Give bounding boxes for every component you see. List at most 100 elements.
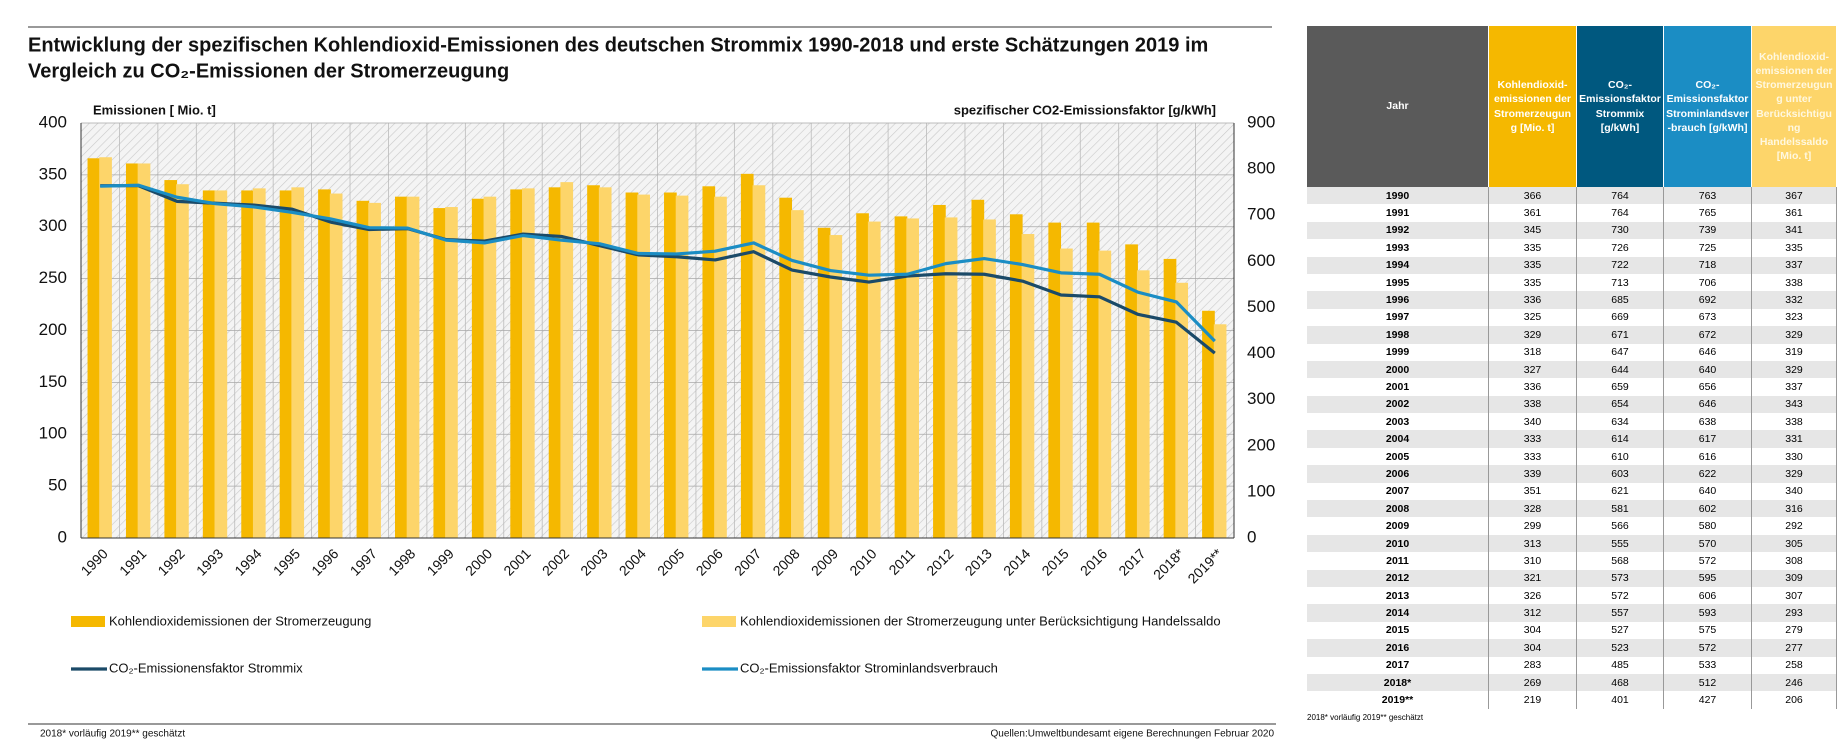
bar [445, 207, 458, 538]
table-row: 2012 321 573 595 309 [1307, 569, 1837, 587]
bar [740, 173, 754, 538]
table-row: 1997 325 669 673 323 [1307, 308, 1837, 327]
table-cell: 638 [1664, 413, 1752, 431]
bar [1086, 222, 1100, 538]
table-cell: 325 [1489, 308, 1577, 327]
x-tick-label: 2012 [923, 545, 956, 578]
table-cell: 304 [1489, 621, 1577, 640]
table-row: 2019** 219 401 427 206 [1307, 691, 1837, 709]
y-tick-label: 350 [39, 164, 67, 183]
table-cell: 656 [1664, 378, 1752, 396]
table-cell: 427 [1664, 691, 1752, 709]
y2-tick-label: 800 [1247, 159, 1275, 178]
bar [817, 227, 831, 538]
table-row: 1994 335 722 718 337 [1307, 256, 1837, 274]
table-row: 1998 329 671 672 329 [1307, 326, 1837, 344]
table-cell: 2017 [1307, 656, 1489, 674]
bar [856, 213, 869, 538]
table-cell: 572 [1664, 552, 1752, 570]
table-cell: 336 [1489, 291, 1577, 309]
table-cell: 533 [1664, 656, 1752, 674]
table-cell: 713 [1577, 273, 1664, 292]
bar [906, 218, 919, 538]
table-cell: 323 [1752, 308, 1837, 327]
bar [1202, 310, 1215, 538]
bar [1009, 214, 1023, 539]
table-row: 2001 336 659 656 337 [1307, 378, 1837, 396]
x-tick-label: 2004 [616, 545, 649, 578]
table-cell: 219 [1489, 691, 1577, 709]
bar [318, 189, 331, 538]
x-tick-label: 2009 [808, 545, 841, 578]
table-cell: 2012 [1307, 569, 1489, 587]
table-cell: 2006 [1307, 465, 1489, 483]
table-cell: 2007 [1307, 482, 1489, 501]
x-tick-label: 2002 [539, 545, 572, 578]
bar [867, 221, 881, 538]
table-cell: 2016 [1307, 639, 1489, 657]
x-tick-label: 1992 [154, 545, 187, 578]
bar [202, 190, 216, 538]
bar [329, 193, 343, 539]
x-tick-label: 2011 [885, 545, 918, 578]
bar [406, 196, 420, 538]
table-cell: 654 [1577, 395, 1664, 414]
table-cell: 361 [1489, 204, 1577, 222]
x-tick-label: 2006 [693, 545, 726, 578]
y2-tick-label: 0 [1247, 527, 1256, 546]
table-cell: 523 [1577, 639, 1664, 657]
table-header-cell: Kohlendioxid-emissionen der Stromerzeugu… [1752, 26, 1837, 187]
table-header-cell: Kohlendioxid-emissionen der Stromerzeugu… [1489, 26, 1577, 187]
bar [625, 192, 639, 538]
table-cell: 329 [1752, 360, 1837, 379]
table-cell: 1994 [1307, 256, 1489, 274]
table-row: 2016 304 523 572 277 [1307, 639, 1837, 657]
table-cell: 1999 [1307, 343, 1489, 361]
chart: Entwicklung der spezifischen Kohlendioxi… [28, 26, 1276, 740]
table-cell: 610 [1577, 447, 1664, 466]
table-cell: 765 [1664, 204, 1752, 222]
table-cell: 326 [1489, 586, 1577, 605]
table-cell: 321 [1489, 569, 1577, 587]
table-row: 2018* 269 468 512 246 [1307, 673, 1837, 692]
table-cell: 336 [1489, 378, 1577, 396]
table-cell: 299 [1489, 517, 1577, 535]
table-cell: 345 [1489, 221, 1577, 240]
table-cell: 570 [1664, 534, 1752, 553]
y2-tick-label: 400 [1247, 343, 1275, 362]
y2-tick-label: 500 [1247, 297, 1275, 316]
table-cell: 2013 [1307, 586, 1489, 605]
bar [548, 187, 562, 538]
table-cell: 327 [1489, 360, 1577, 379]
table-cell: 573 [1577, 569, 1664, 587]
table-cell: 603 [1577, 465, 1664, 483]
table-cell: 335 [1489, 239, 1577, 257]
bar [1163, 258, 1177, 538]
table-cell: 557 [1577, 604, 1664, 622]
data-table: Jahr Kohlendioxid-emissionen der Stromerz… [1307, 26, 1837, 722]
table-body: 1990 366 764 763 367 1991 361 764 765 361 1992 345 7… [1307, 187, 1837, 709]
legend-label: Kohlendioxidemissionen der Stromerzeugun… [109, 613, 371, 628]
bar [971, 199, 985, 538]
bar [291, 187, 305, 538]
table-header: Jahr Kohlendioxid-emissionen der Stromerz… [1307, 26, 1837, 187]
table-row: 1992 345 730 739 341 [1307, 221, 1837, 240]
x-tick-label: 1996 [308, 545, 341, 578]
x-tick-label: 1998 [385, 545, 418, 578]
table-cell: 337 [1752, 378, 1837, 396]
table-cell: 722 [1577, 256, 1664, 274]
x-tick-label: 2013 [962, 545, 995, 578]
y2-tick-label: 100 [1247, 481, 1275, 500]
table-cell: 572 [1664, 639, 1752, 657]
table-cell: 335 [1489, 256, 1577, 274]
table-cell: 1995 [1307, 273, 1489, 292]
legend-label: CO₂-Emissionsfaktor Strominlandsverbrauc… [740, 660, 998, 675]
table-cell: 328 [1489, 500, 1577, 518]
x-tick-label: 1991 [116, 545, 149, 578]
table-cell: 340 [1489, 413, 1577, 431]
table-header-cell: CO₂-Emissionsfaktor Strommix [g/kWh] [1577, 26, 1664, 187]
table-cell: 367 [1752, 187, 1837, 205]
bar [894, 216, 908, 538]
table-cell: 1993 [1307, 239, 1489, 257]
table-row: 2009 299 566 580 292 [1307, 517, 1837, 535]
